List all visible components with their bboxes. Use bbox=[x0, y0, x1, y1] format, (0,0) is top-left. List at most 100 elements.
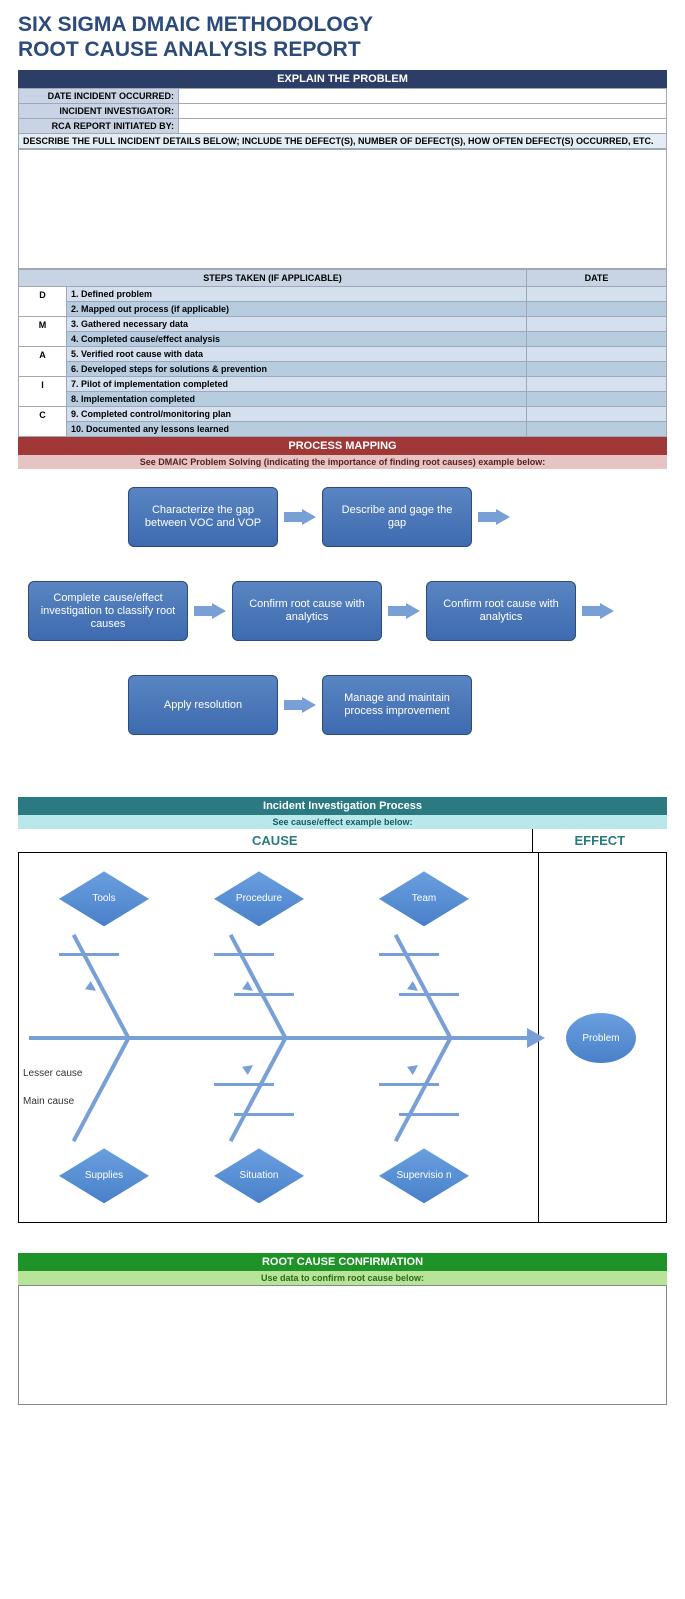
step-row: 7. Pilot of implementation completed bbox=[67, 377, 527, 392]
iip-sub: See cause/effect example below: bbox=[18, 815, 667, 829]
dmaic-letter bbox=[19, 302, 67, 317]
sub-cause-line bbox=[234, 1113, 294, 1116]
steps-col-header: STEPS TAKEN (IF APPLICABLE) bbox=[19, 270, 527, 287]
field-value[interactable] bbox=[179, 119, 667, 134]
arrow-right-icon bbox=[284, 509, 316, 525]
flow-box: Characterize the gap between VOC and VOP bbox=[128, 487, 278, 547]
step-date-cell[interactable] bbox=[527, 407, 667, 422]
fishbone-diagram: Tools Procedure Team Supplies Situation … bbox=[18, 853, 667, 1223]
flow-box: Manage and maintain process improvement bbox=[322, 675, 472, 735]
sub-cause-line bbox=[59, 953, 119, 956]
step-row: 1. Defined problem bbox=[67, 287, 527, 302]
step-row: 5. Verified root cause with data bbox=[67, 347, 527, 362]
step-date-cell[interactable] bbox=[527, 317, 667, 332]
arrow-right-icon bbox=[388, 603, 420, 619]
dmaic-letter bbox=[19, 332, 67, 347]
flow-box: Confirm root cause with analytics bbox=[232, 581, 382, 641]
date-col-header: DATE bbox=[527, 270, 667, 287]
fish-node-supplies: Supplies bbox=[59, 1148, 149, 1203]
process-mapping-sub: See DMAIC Problem Solving (indicating th… bbox=[18, 455, 667, 469]
step-date-cell[interactable] bbox=[527, 347, 667, 362]
step-date-cell[interactable] bbox=[527, 377, 667, 392]
incident-details-textarea[interactable] bbox=[18, 149, 667, 269]
step-date-cell[interactable] bbox=[527, 362, 667, 377]
explain-problem-header: EXPLAIN THE PROBLEM bbox=[18, 70, 667, 88]
flow-box: Apply resolution bbox=[128, 675, 278, 735]
fish-node-supervision: Supervisio n bbox=[379, 1148, 469, 1203]
sub-cause-line bbox=[399, 1113, 459, 1116]
sub-cause-line bbox=[234, 993, 294, 996]
dmaic-letter: I bbox=[19, 377, 67, 392]
flow-row-2: Complete cause/effect investigation to c… bbox=[28, 581, 657, 641]
field-value[interactable] bbox=[179, 104, 667, 119]
field-label: RCA REPORT INITIATED BY: bbox=[19, 119, 179, 134]
arrow-right-icon bbox=[478, 509, 510, 525]
sub-cause-line bbox=[214, 953, 274, 956]
cause-label: CAUSE bbox=[18, 829, 532, 853]
mini-arrow-icon bbox=[242, 1061, 256, 1075]
iip-header: Incident Investigation Process bbox=[18, 797, 667, 815]
step-row: 10. Documented any lessons learned bbox=[67, 422, 527, 437]
step-row: 4. Completed cause/effect analysis bbox=[67, 332, 527, 347]
flow-row-1: Characterize the gap between VOC and VOP… bbox=[28, 487, 657, 547]
describe-instruction: DESCRIBE THE FULL INCIDENT DETAILS BELOW… bbox=[19, 134, 667, 149]
flow-box: Complete cause/effect investigation to c… bbox=[28, 581, 188, 641]
root-cause-header: ROOT CAUSE CONFIRMATION bbox=[18, 1253, 667, 1271]
field-label: INCIDENT INVESTIGATOR: bbox=[19, 104, 179, 119]
page-title: SIX SIGMA DMAIC METHODOLOGY ROOT CAUSE A… bbox=[18, 12, 667, 62]
step-row: 9. Completed control/monitoring plan bbox=[67, 407, 527, 422]
sub-cause-line bbox=[379, 953, 439, 956]
step-date-cell[interactable] bbox=[527, 422, 667, 437]
flow-row-3: Apply resolution Manage and maintain pro… bbox=[28, 675, 657, 735]
effect-label: EFFECT bbox=[532, 829, 667, 853]
process-mapping-header: PROCESS MAPPING bbox=[18, 437, 667, 455]
fish-node-team: Team bbox=[379, 871, 469, 926]
root-cause-textarea[interactable] bbox=[18, 1285, 667, 1405]
step-row: 3. Gathered necessary data bbox=[67, 317, 527, 332]
fish-spine bbox=[29, 1036, 529, 1040]
step-row: 8. Implementation completed bbox=[67, 392, 527, 407]
root-cause-sub: Use data to confirm root cause below: bbox=[18, 1271, 667, 1285]
fish-bone bbox=[229, 934, 288, 1040]
dmaic-letter: C bbox=[19, 407, 67, 422]
sub-cause-line bbox=[379, 1083, 439, 1086]
sub-cause-line bbox=[399, 993, 459, 996]
dmaic-letter: D bbox=[19, 287, 67, 302]
arrow-right-icon bbox=[582, 603, 614, 619]
dmaic-letter: M bbox=[19, 317, 67, 332]
dmaic-letter bbox=[19, 422, 67, 437]
main-cause-label: Main cause bbox=[23, 1096, 74, 1107]
step-date-cell[interactable] bbox=[527, 287, 667, 302]
fish-bone bbox=[394, 934, 453, 1040]
flow-diagram: Characterize the gap between VOC and VOP… bbox=[18, 469, 667, 797]
flow-box: Describe and gage the gap bbox=[322, 487, 472, 547]
fish-node-tools: Tools bbox=[59, 871, 149, 926]
arrow-right-icon bbox=[284, 697, 316, 713]
spine-arrowhead-icon bbox=[527, 1028, 545, 1048]
steps-table: STEPS TAKEN (IF APPLICABLE) DATE D1. Def… bbox=[18, 269, 667, 437]
lesser-cause-label: Lesser cause bbox=[23, 1068, 82, 1079]
problem-fields-table: DATE INCIDENT OCCURRED: INCIDENT INVESTI… bbox=[18, 88, 667, 149]
field-label: DATE INCIDENT OCCURRED: bbox=[19, 89, 179, 104]
mini-arrow-icon bbox=[407, 1061, 421, 1075]
title-line-2: ROOT CAUSE ANALYSIS REPORT bbox=[18, 37, 667, 62]
fish-bone bbox=[72, 934, 131, 1040]
fish-bone bbox=[394, 1036, 453, 1142]
step-date-cell[interactable] bbox=[527, 302, 667, 317]
step-date-cell[interactable] bbox=[527, 332, 667, 347]
step-date-cell[interactable] bbox=[527, 392, 667, 407]
fish-node-situation: Situation bbox=[214, 1148, 304, 1203]
flow-box: Confirm root cause with analytics bbox=[426, 581, 576, 641]
step-row: 6. Developed steps for solutions & preve… bbox=[67, 362, 527, 377]
step-row: 2. Mapped out process (if applicable) bbox=[67, 302, 527, 317]
arrow-right-icon bbox=[194, 603, 226, 619]
fish-bone bbox=[72, 1036, 131, 1142]
sub-cause-line bbox=[214, 1083, 274, 1086]
dmaic-letter bbox=[19, 392, 67, 407]
dmaic-letter bbox=[19, 362, 67, 377]
fish-node-procedure: Procedure bbox=[214, 871, 304, 926]
dmaic-letter: A bbox=[19, 347, 67, 362]
field-value[interactable] bbox=[179, 89, 667, 104]
fish-bone bbox=[229, 1036, 288, 1142]
title-line-1: SIX SIGMA DMAIC METHODOLOGY bbox=[18, 12, 667, 37]
